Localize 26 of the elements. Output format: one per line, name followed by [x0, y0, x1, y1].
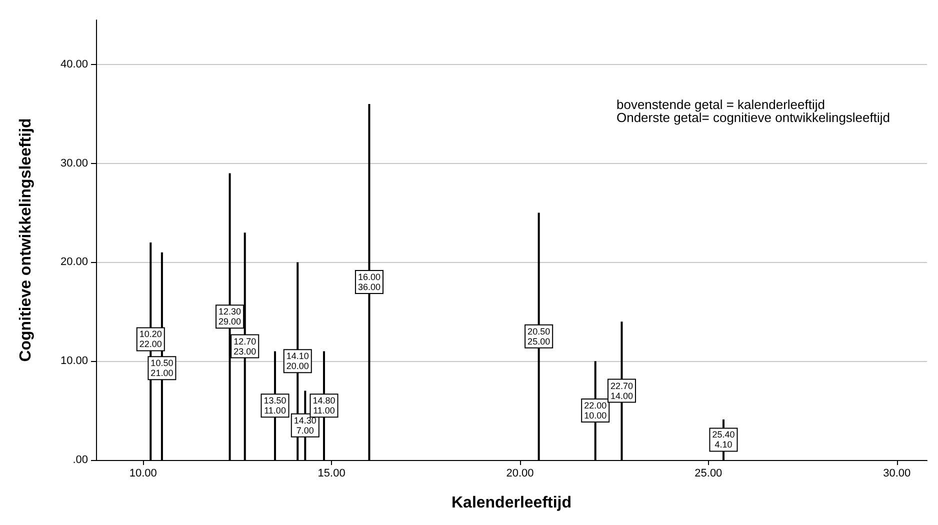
data-label: 22.00 10.00 — [584, 400, 607, 421]
y-tick-label: 30.00 — [60, 157, 88, 170]
data-label: 22.70 14.00 — [610, 380, 633, 401]
x-tick-label: 20.00 — [506, 468, 534, 480]
data-label: 10.50 21.00 — [150, 358, 174, 378]
data-label: 14.30 7.00 — [294, 415, 316, 436]
data-label: 20.50 25.00 — [528, 326, 550, 346]
x-tick-label: 30.00 — [883, 468, 911, 480]
data-label: 14.10 20.00 — [286, 351, 309, 372]
data-label: 12.70 23.00 — [234, 336, 256, 356]
y-tick-label: 20.00 — [60, 256, 88, 268]
data-label: 12.30 29.00 — [218, 306, 242, 327]
y-axis-title: Cognitieve ontwikkelingsleeftijd — [18, 118, 34, 362]
data-label: 10.20 22.00 — [139, 329, 162, 350]
x-tick-label: 10.00 — [129, 468, 157, 480]
x-tick-label: 15.00 — [318, 468, 346, 480]
y-tick-label: .00 — [72, 454, 88, 466]
data-label: 25.40 4.10 — [712, 430, 735, 450]
annotation: bovenstende getal = kalenderleeftijd Onderste getal= cognitieve ontwikkelingsleeftijd — [616, 97, 890, 125]
y-tick-label: 10.00 — [60, 355, 88, 368]
data-label: 13.50 11.00 — [264, 396, 286, 416]
x-axis-title: Kalenderleeftijd — [451, 494, 572, 512]
y-tick-label: 40.00 — [60, 58, 88, 70]
x-tick-label: 25.00 — [694, 468, 722, 480]
data-label: 16.00 36.00 — [358, 272, 380, 292]
data-label: 14.80 11.00 — [312, 396, 336, 416]
